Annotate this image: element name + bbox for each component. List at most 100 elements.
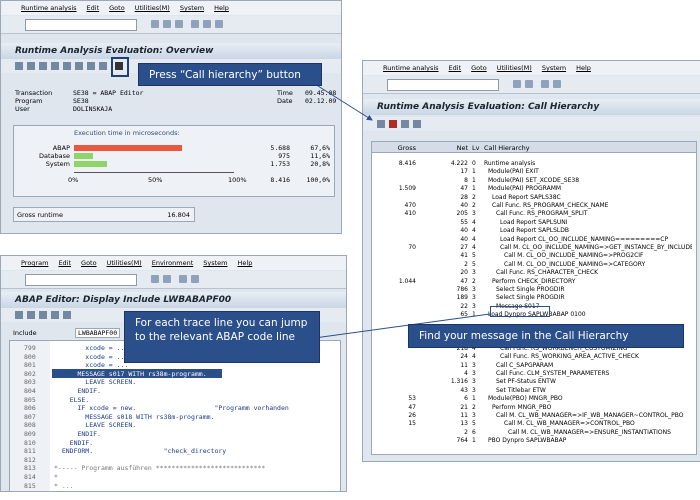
table-cell: 2 (464, 260, 468, 268)
table-cell: 4 (472, 227, 476, 235)
menu-item: Runtime analysis (21, 4, 77, 12)
line-number: 805 (24, 395, 36, 404)
call-hierarchy-button[interactable] (115, 62, 123, 70)
icon[interactable] (215, 20, 223, 28)
table-cell: 40 (460, 235, 468, 243)
icon[interactable] (27, 311, 35, 319)
table-cell: 41 (460, 252, 468, 260)
table-cell: 470 (404, 202, 416, 209)
table-cell: 2 (472, 277, 476, 285)
icon[interactable] (175, 20, 183, 28)
table-cell: 189 (456, 294, 468, 302)
table-cell: 70 (408, 244, 416, 251)
table-cell: Load Report SAPLSUNI (500, 218, 568, 226)
hierarchy-table: Gross Net Lv Call Hierarchy 8.416 4.222 0 Runt… (371, 141, 697, 455)
table-cell: 21 (460, 403, 468, 411)
toolbar (1, 271, 346, 289)
menu-item: Runtime analysis (383, 64, 439, 72)
table-cell: Load Report SAPLS38C (492, 193, 561, 201)
icon[interactable] (541, 80, 549, 88)
icon[interactable] (413, 120, 421, 128)
line-number: 799 (24, 344, 36, 352)
table-cell: 53 (408, 395, 416, 403)
command-field[interactable] (387, 79, 499, 91)
icon[interactable] (99, 62, 107, 70)
table-cell: 2 (472, 202, 476, 209)
menu-item: Help (576, 64, 591, 72)
table-cell: 13 (460, 420, 468, 428)
icon[interactable] (63, 311, 71, 319)
bar (74, 153, 93, 159)
icon[interactable] (27, 62, 35, 70)
table-cell: 43 (460, 386, 468, 394)
table-cell: 4 (464, 370, 468, 377)
table-cell: 3 (472, 361, 476, 369)
table-cell: 764 (456, 437, 468, 445)
code-text: *----- Programm ausführen **************… (54, 464, 266, 473)
icon[interactable] (163, 20, 171, 28)
line-number: 801 (24, 361, 36, 370)
icon[interactable] (15, 62, 23, 70)
bar-value: 975 (278, 152, 290, 160)
icon[interactable] (191, 20, 199, 28)
code-text: ENDIF. (54, 430, 101, 438)
icon[interactable] (525, 80, 533, 88)
table-cell: 24 (460, 353, 468, 361)
icon[interactable] (191, 275, 199, 283)
total-value: 8.416 (270, 176, 290, 184)
icon[interactable] (179, 275, 187, 283)
icon[interactable] (39, 62, 47, 70)
command-field[interactable] (25, 19, 137, 31)
table-cell: 410 (404, 210, 416, 218)
menu-item: System (179, 4, 205, 12)
table-cell: 1.044 (398, 277, 416, 285)
table-cell: 40 (460, 227, 468, 235)
bar (74, 145, 183, 151)
code-text: xcode = ... (54, 361, 129, 370)
code-text: LEAVE SCREEN. (54, 378, 137, 387)
line-highlight (52, 368, 222, 378)
icon[interactable] (51, 311, 59, 319)
icon[interactable] (15, 311, 23, 319)
table-cell: 1 (472, 185, 476, 193)
menu-item: Utilities(M) (496, 64, 532, 72)
icon[interactable] (513, 80, 521, 88)
icon[interactable] (401, 120, 409, 128)
icon[interactable] (63, 62, 71, 70)
column-header: Lv (472, 144, 480, 152)
bar-share: 67,6% (310, 144, 330, 152)
command-field[interactable] (25, 274, 137, 286)
table-cell: Load Dynpro SAPLWBABAP 0100 (488, 311, 586, 319)
icon[interactable] (87, 62, 95, 70)
table-cell: 40 (460, 202, 468, 209)
code-text: MESSAGE s018 WITH rs38m-programm. (54, 412, 215, 421)
window-title: Runtime Analysis Evaluation: Overview (1, 43, 341, 59)
table-cell: 2 (472, 193, 476, 201)
icon[interactable] (151, 20, 159, 28)
icon[interactable] (151, 275, 159, 283)
menu-item: Help (214, 4, 229, 12)
table-cell: 1 (472, 395, 476, 403)
icon[interactable] (51, 62, 59, 70)
icon[interactable] (553, 80, 561, 88)
icon[interactable] (203, 20, 211, 28)
icon[interactable] (389, 120, 397, 128)
menu-item: Goto (109, 4, 125, 12)
menu-item: Program (21, 259, 49, 267)
table-cell: 8.416 (398, 160, 416, 167)
table-cell: Perform MNGR_PBO (492, 403, 552, 411)
menu-item: Edit (86, 4, 100, 12)
gutter (10, 341, 50, 491)
table-cell: 0 (472, 160, 476, 167)
table-cell: Set PF-Status ENTW (496, 378, 556, 386)
window-title: ABAP Editor: Display Include LWBABAPF00 (1, 292, 346, 308)
icon[interactable] (163, 275, 171, 283)
table-cell: Call M. CL_OO_INCLUDE_NAMING=>PROG2CIF (504, 252, 644, 260)
table-cell: Module(PAI) EXIT (488, 168, 539, 176)
toolbar (1, 16, 341, 34)
icon[interactable] (377, 120, 385, 128)
code-text: ENDFORM. "check_directory (54, 447, 227, 456)
icon[interactable] (39, 311, 47, 319)
icon[interactable] (75, 62, 83, 70)
